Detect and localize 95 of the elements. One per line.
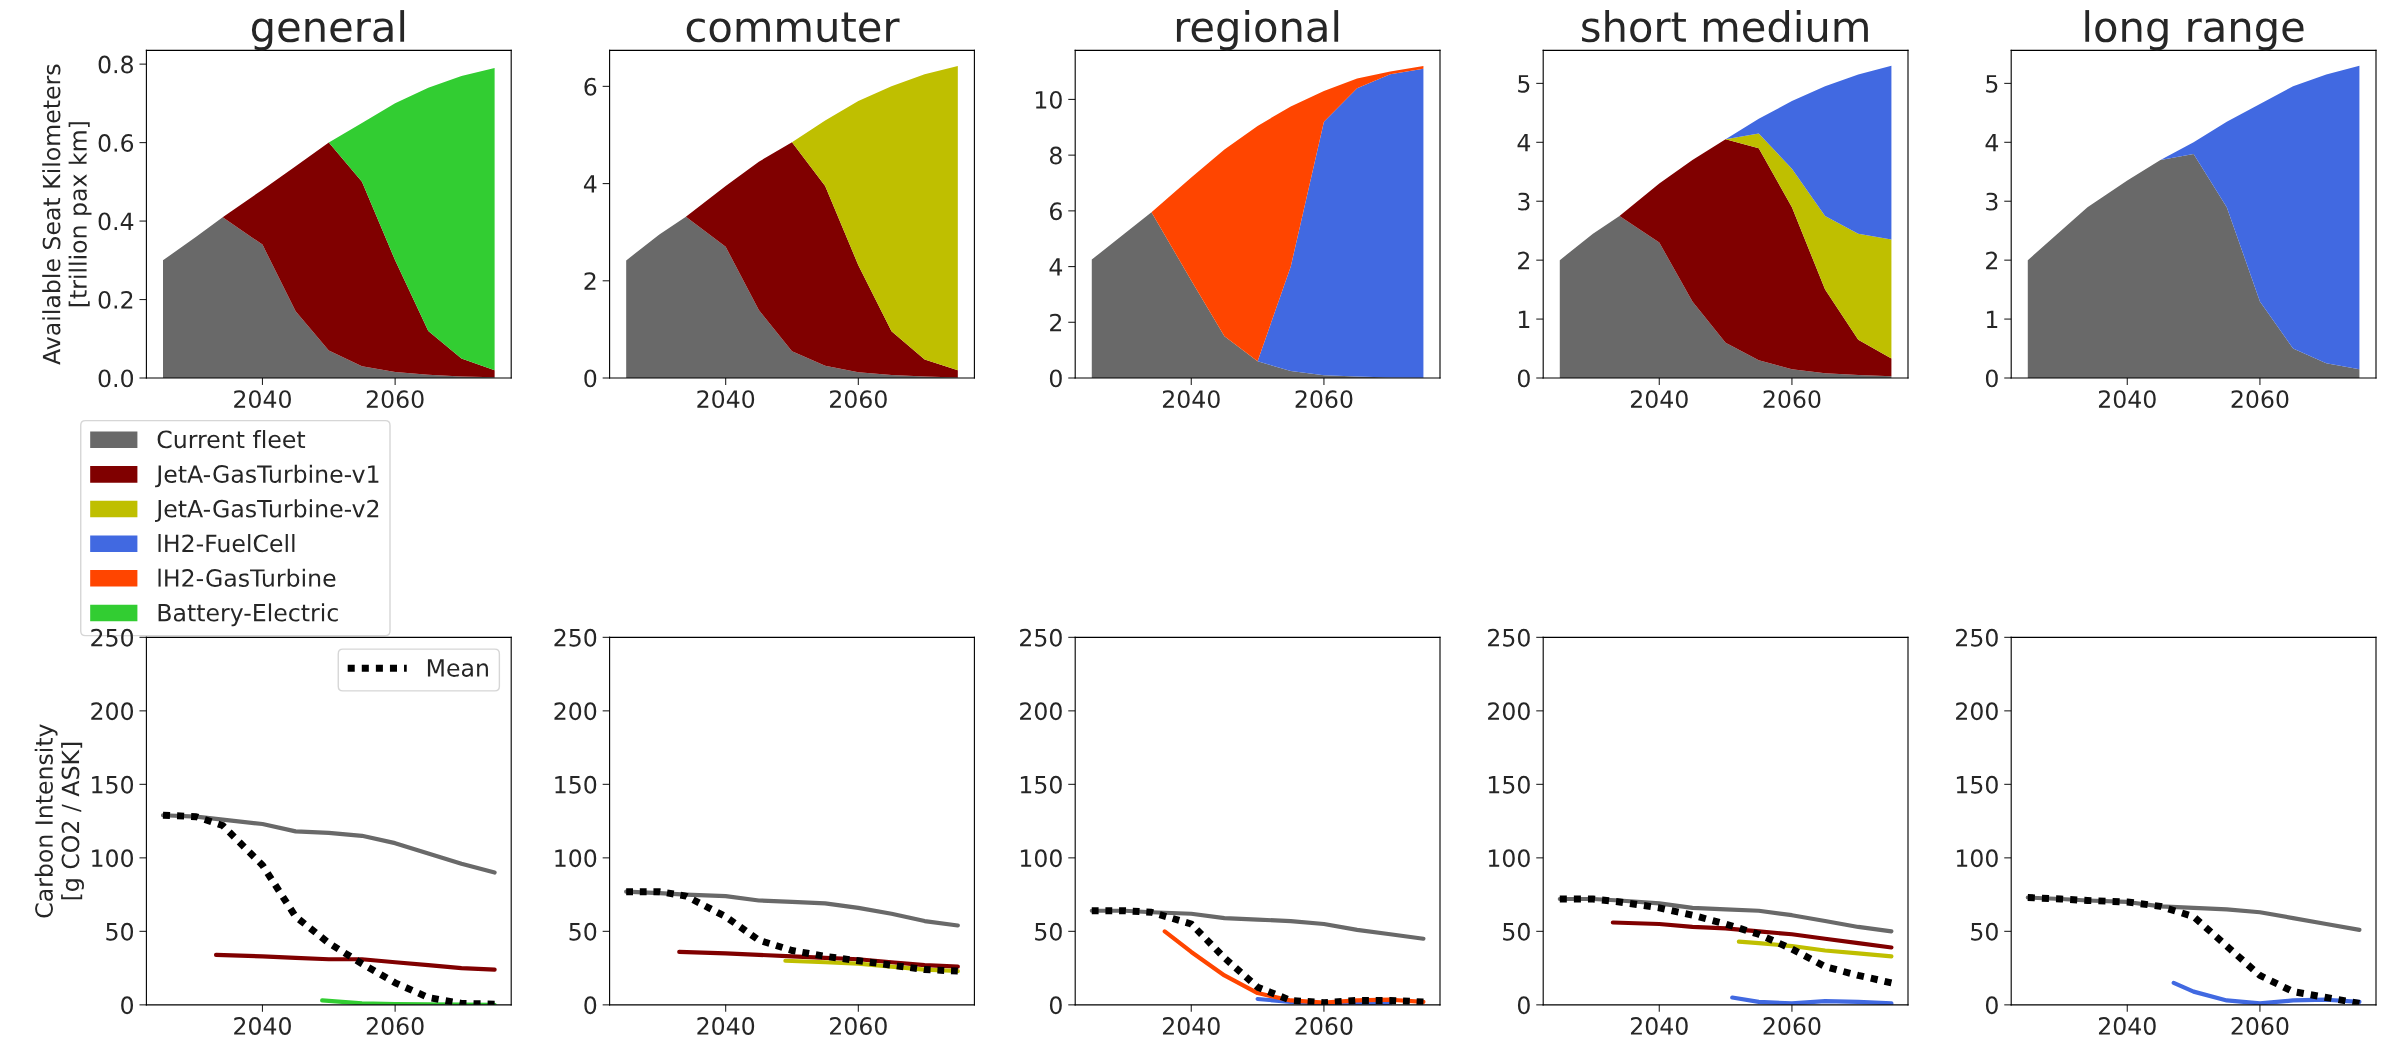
y-tick-label: 4 xyxy=(1985,134,1999,152)
line-series xyxy=(160,813,497,875)
chart-title: short medium xyxy=(1582,10,1868,43)
line-series xyxy=(1610,920,1894,950)
legend-label: JetA-GasTurbine-v2 xyxy=(155,499,379,523)
y-tick-label: 50 xyxy=(1971,922,1998,941)
x-tick-label: 2040 xyxy=(2098,1017,2156,1035)
x-tick-label: 2060 xyxy=(2231,1017,2289,1035)
legend-label: JetA-GasTurbine-v1 xyxy=(155,464,379,488)
y-tick-label: 250 xyxy=(1020,628,1062,647)
y-tick-label: 0 xyxy=(1985,369,1998,388)
x-tick-label: 2040 xyxy=(697,390,755,409)
legend-label: Battery-Electric xyxy=(158,603,338,627)
y-tick-label: 50 xyxy=(1035,922,1062,941)
legend-label: lH2-FuelCell xyxy=(158,534,295,553)
y-tick-label: 2 xyxy=(1050,313,1062,332)
y-tick-label: 5 xyxy=(1518,75,1530,93)
x-tick-label: 2040 xyxy=(234,390,291,409)
y-tick-label: 0.2 xyxy=(98,290,133,309)
y-tick-label: 8 xyxy=(1049,146,1062,165)
y-tick-label: 0 xyxy=(1049,996,1062,1015)
y-tick-label: 0 xyxy=(1517,996,1530,1015)
chart-title: long range xyxy=(2085,10,2304,51)
legend-label: Mean xyxy=(427,659,488,677)
y-tick-label: 100 xyxy=(92,849,134,868)
y-tick-label: 0.6 xyxy=(98,134,134,152)
x-tick-label: 2060 xyxy=(2231,390,2289,409)
y-tick-label: 150 xyxy=(1956,775,1998,794)
y-tick-label: 0 xyxy=(584,369,597,388)
x-tick-label: 2040 xyxy=(1162,390,1220,409)
y-tick-label: 10 xyxy=(1035,90,1062,109)
x-tick-label: 2060 xyxy=(1763,1017,1821,1035)
y-tick-label: 150 xyxy=(92,775,134,794)
y-tick-label: 0 xyxy=(121,996,134,1015)
y-tick-label: 150 xyxy=(1020,775,1062,794)
y-tick-label: 50 xyxy=(569,922,597,941)
chart-title: regional xyxy=(1176,10,1339,51)
y-tick-label: 250 xyxy=(1488,628,1530,647)
legend-label: Current fleet xyxy=(157,430,306,449)
y-tick-label: 0 xyxy=(1985,996,1998,1015)
y-axis-title: Carbon Intensity [g CO2 / ASK] xyxy=(34,724,84,918)
x-tick-label: 2040 xyxy=(1162,1017,1220,1035)
y-tick-label: 1 xyxy=(1986,310,1998,329)
y-tick-label: 200 xyxy=(91,702,134,721)
y-tick-label: 0.4 xyxy=(98,212,134,231)
y-tick-label: 2 xyxy=(584,272,596,290)
y-tick-label: 150 xyxy=(555,775,597,794)
y-tick-label: 0 xyxy=(1517,369,1530,388)
x-tick-label: 2060 xyxy=(366,390,424,409)
y-tick-label: 200 xyxy=(554,702,597,721)
y-tick-label: 4 xyxy=(1517,134,1531,152)
y-tick-label: 4 xyxy=(583,175,597,193)
y-tick-label: 200 xyxy=(1020,702,1062,721)
x-tick-label: 2040 xyxy=(1630,1017,1688,1035)
y-tick-label: 150 xyxy=(1488,775,1530,794)
line-series xyxy=(1736,939,1894,959)
y-tick-label: 2 xyxy=(1986,251,1998,270)
y-tick-label: 6 xyxy=(1050,202,1062,221)
y-tick-label: 100 xyxy=(1020,849,1062,868)
y-tick-label: 6 xyxy=(584,77,597,96)
x-tick-label: 2040 xyxy=(697,1017,755,1035)
y-tick-label: 5 xyxy=(1986,75,1998,93)
x-tick-label: 2060 xyxy=(830,390,887,409)
x-tick-label: 2060 xyxy=(1295,1017,1353,1035)
y-tick-label: 0.0 xyxy=(98,369,134,388)
x-tick-label: 2060 xyxy=(1295,390,1353,409)
y-axis-title: Available Seat Kilometers [trillion pax km] xyxy=(42,64,92,365)
y-tick-label: 0 xyxy=(584,996,597,1015)
y-tick-label: 250 xyxy=(1956,628,1998,647)
y-tick-label: 200 xyxy=(1488,702,1530,721)
y-tick-label: 0.8 xyxy=(98,55,133,74)
chart-title: general xyxy=(251,10,405,51)
y-tick-label: 2 xyxy=(1518,251,1530,270)
x-tick-label: 2060 xyxy=(366,1017,424,1035)
line-series xyxy=(213,952,497,972)
y-tick-label: 100 xyxy=(1956,849,1998,868)
y-tick-label: 3 xyxy=(1986,192,1998,211)
y-tick-label: 50 xyxy=(1503,922,1530,941)
y-tick-label: 100 xyxy=(1488,849,1530,868)
y-tick-label: 100 xyxy=(555,849,597,868)
y-tick-label: 3 xyxy=(1518,192,1530,211)
y-tick-label: 50 xyxy=(106,922,134,941)
y-tick-label: 4 xyxy=(1049,258,1063,276)
x-tick-label: 2060 xyxy=(1763,390,1821,409)
x-tick-label: 2040 xyxy=(1630,390,1688,409)
chart-title: commuter xyxy=(686,12,900,43)
x-tick-label: 2040 xyxy=(234,1017,291,1035)
y-tick-label: 250 xyxy=(91,628,134,647)
y-tick-label: 1 xyxy=(1518,310,1530,329)
y-tick-label: 200 xyxy=(1956,702,1998,721)
x-tick-label: 2060 xyxy=(830,1017,887,1035)
y-tick-label: 0 xyxy=(1049,369,1062,388)
y-tick-label: 250 xyxy=(554,628,597,647)
x-tick-label: 2040 xyxy=(2098,390,2156,409)
legend-label: lH2-GasTurbine xyxy=(158,568,336,587)
